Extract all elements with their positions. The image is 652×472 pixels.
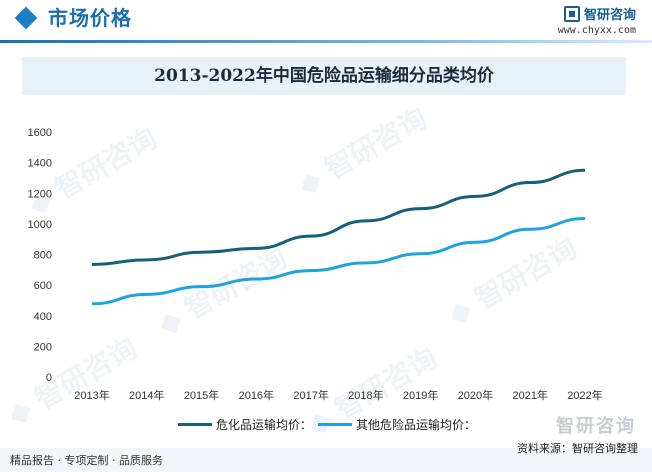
brand-name: 智研咨询 xyxy=(583,8,636,23)
footer-slogan: 精品报告 · 专项定制 · 品质服务 xyxy=(10,454,163,467)
series-line-2 xyxy=(91,217,586,306)
series-lines xyxy=(91,168,586,306)
chart-title: 2013-2022年中国危险品运输细分品类均价 xyxy=(154,66,494,86)
y-tick-label: 1600 xyxy=(28,127,52,139)
page-header: 市场价格 智研咨询 www.chyxx.com xyxy=(0,0,652,44)
page-footer: 智研咨询 资料来源：智研咨询整理 精品报告 · 专项定制 · 品质服务 xyxy=(0,416,652,472)
legend-swatch xyxy=(178,423,212,426)
y-tick-label: 1200 xyxy=(28,188,52,200)
x-tick-label: 2014年 xyxy=(129,388,164,402)
x-tick-label: 2015年 xyxy=(184,388,219,402)
legend-label: 其他危险品运输均价： xyxy=(356,418,477,432)
legend-item-series1: 危化品运输均价： xyxy=(178,416,312,433)
data-source: 资料来源：智研咨询整理 xyxy=(517,442,638,455)
legend-item-series2: 其他危险品运输均价： xyxy=(318,416,476,433)
x-tick-label: 2020年 xyxy=(458,388,493,402)
y-tick-label: 400 xyxy=(34,311,52,323)
chart-title-bar: 2013-2022年中国危险品运输细分品类均价 xyxy=(22,57,626,95)
y-axis: 0 200 400 600 800 1000 1200 1400 1600 xyxy=(28,127,52,384)
x-tick-label: 2022年 xyxy=(567,388,602,402)
y-tick-label: 1400 xyxy=(28,158,52,170)
x-tick-label: 2013年 xyxy=(74,388,109,402)
y-tick-label: 0 xyxy=(46,372,52,384)
section-title: 市场价格 xyxy=(48,6,132,30)
chart-legend: 危化品运输均价： 其他危险品运输均价： xyxy=(0,416,652,434)
x-tick-label: 2016年 xyxy=(239,388,274,402)
x-tick-label: 2018年 xyxy=(348,388,383,402)
y-tick-label: 800 xyxy=(34,250,52,262)
brand-url: www.chyxx.com xyxy=(557,25,636,36)
series-line-1 xyxy=(91,168,586,266)
x-tick-label: 2021年 xyxy=(512,388,547,402)
footer-brand-watermark: 智研咨询 xyxy=(556,416,636,437)
x-axis: 2013年 2014年 2015年 2016年 2017年 2018年 2019年 2020年… xyxy=(74,388,602,402)
legend-label: 危化品运输均价： xyxy=(216,418,313,432)
y-tick-label: 1000 xyxy=(28,219,52,231)
x-tick-label: 2017年 xyxy=(293,388,328,402)
brand: 智研咨询 www.chyxx.com xyxy=(558,4,636,36)
y-tick-label: 600 xyxy=(34,280,52,292)
legend-swatch xyxy=(318,423,352,426)
header-divider xyxy=(0,40,652,43)
brand-logo-icon xyxy=(563,5,580,22)
y-tick-label: 200 xyxy=(34,341,52,353)
x-tick-label: 2019年 xyxy=(403,388,438,402)
